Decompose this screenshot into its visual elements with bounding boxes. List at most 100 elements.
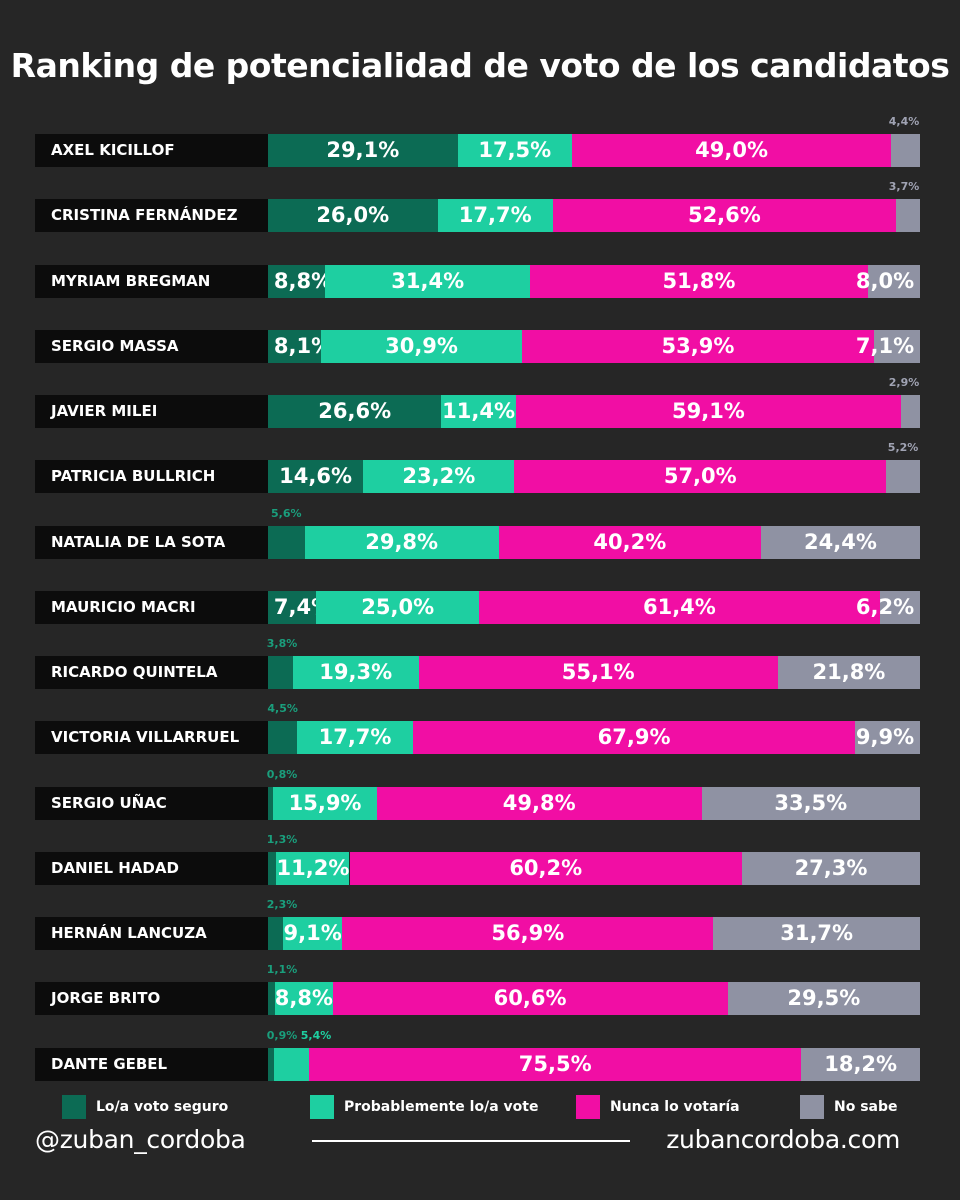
bar-segment-probablemente xyxy=(441,395,516,428)
candidate-name: JORGE BRITO xyxy=(35,982,268,1016)
stacked-bar: 0,9% 5,4% 75,5% 18,2% xyxy=(267,1029,920,1081)
chart-row: JORGE BRITO 1,1% 8,8% 60,6% 29,5% xyxy=(0,963,960,1016)
footer-divider xyxy=(312,1140,630,1142)
small-value-label: 2,3% xyxy=(266,898,298,911)
segment-value-label: 17,7% xyxy=(458,203,532,228)
bar-segment-probablemente xyxy=(320,329,523,363)
candidate-name: RICARDO QUINTELA xyxy=(35,656,268,689)
segment-value-label: 18,2% xyxy=(824,1051,898,1076)
legend-swatch xyxy=(62,1095,86,1119)
segment-value-label: 25,0% xyxy=(361,594,435,619)
small-value-label: 5,6% xyxy=(270,506,302,520)
stacked-bar: 7,4% 25,0% 61,4% 6,2% xyxy=(268,590,920,624)
legend-label: Nunca lo votaría xyxy=(610,1099,740,1115)
bar-segment-nunca xyxy=(309,1047,802,1081)
legend-swatch xyxy=(310,1095,334,1119)
segment-value-label: 29,1% xyxy=(326,138,400,162)
small-value-label: 3,8% xyxy=(266,637,298,650)
legend-swatch xyxy=(800,1095,824,1119)
bar-segment-voto-seguro xyxy=(268,851,277,885)
chart-legend: Lo/a voto seguro Probablemente lo/a vote N… xyxy=(0,1094,960,1120)
legend-label: Probablemente lo/a vote xyxy=(344,1099,539,1115)
segment-value-label: 6,2% xyxy=(855,594,915,619)
bar-segment-probablemente xyxy=(292,656,419,689)
stacked-bar: 26,6% 11,4% 59,1% 2,9% xyxy=(268,376,920,428)
bar-segment-voto-seguro xyxy=(268,721,298,755)
candidate-name: SERGIO UÑAC xyxy=(35,786,268,820)
bar-segment-voto-seguro xyxy=(268,395,442,428)
small-value-label: 1,3% xyxy=(266,832,298,846)
small-value-label: 3,7% xyxy=(888,180,920,194)
bar-segment-no-sabe xyxy=(886,460,920,494)
segment-value-label: 9,1% xyxy=(283,921,342,945)
bar-segment-no-sabe xyxy=(713,917,920,950)
chart-row: DANTE GEBEL 0,9% 5,4% 75,5% 18,2% xyxy=(0,1029,960,1081)
bar-segment-no-sabe xyxy=(760,525,920,559)
segment-value-label: 60,2% xyxy=(509,855,583,880)
bar-segment-nunca xyxy=(332,982,728,1016)
candidate-name: MYRIAM BREGMAN xyxy=(35,264,268,298)
bar-segment-voto-seguro xyxy=(268,329,321,363)
social-handle: @zuban_cordoba xyxy=(35,1125,246,1154)
bar-segment-probablemente xyxy=(282,917,343,950)
bar-segment-probablemente xyxy=(304,525,499,559)
segment-value-label: 49,0% xyxy=(695,138,768,162)
legend-label: Lo/a voto seguro xyxy=(96,1099,229,1115)
segment-value-label: 9,9% xyxy=(855,725,915,750)
bar-segment-probablemente xyxy=(273,1047,310,1081)
candidate-name: DANIEL HADAD xyxy=(35,851,268,885)
segment-value-label: 8,0% xyxy=(855,268,915,293)
bar-segment-no-sabe xyxy=(895,199,920,233)
stacked-bar: 4,5% 17,7% 67,9% 9,9% xyxy=(267,702,920,755)
bar-segment-voto-seguro xyxy=(268,525,305,559)
stacked-bar: 1,3% 11,2% 60,2% 27,3% xyxy=(267,833,920,885)
chart-row: SERGIO UÑAC 0,8% 15,9% 49,8% 33,5% xyxy=(0,768,960,820)
segment-value-label: 29,8% xyxy=(365,529,439,554)
small-value-label: 1,1% xyxy=(266,963,298,977)
segment-value-label: 14,6% xyxy=(279,464,353,489)
candidate-name: JAVIER MILEI xyxy=(35,395,268,428)
segment-value-label: 7,1% xyxy=(855,333,915,358)
bar-segment-probablemente xyxy=(363,460,515,494)
segment-value-label: 55,1% xyxy=(561,660,635,684)
segment-value-label: 11,4% xyxy=(442,399,516,423)
stacked-bar: 8,8% 31,4% 51,8% 8,0% xyxy=(268,264,920,298)
segment-value-label: 31,4% xyxy=(391,268,465,293)
small-value-label: 2,9% xyxy=(888,376,920,389)
bar-segment-nunca xyxy=(514,460,887,494)
bar-segment-nunca xyxy=(349,851,742,885)
chart-row: AXEL KICILLOF 29,1% 17,5% 49,0% 4,4% xyxy=(0,115,960,167)
bar-segment-no-sabe xyxy=(891,134,920,167)
segment-value-label: 30,9% xyxy=(385,333,458,358)
stacked-bar: 8,1% 30,9% 53,9% 7,1% xyxy=(268,329,920,363)
website-text: zubancordoba.com xyxy=(666,1125,900,1154)
bar-segment-nunca xyxy=(522,329,874,363)
bar-segment-no-sabe xyxy=(879,590,920,624)
legend-label: No sabe xyxy=(834,1099,898,1115)
segment-value-label: 8,8% xyxy=(274,986,333,1011)
segment-value-label: 26,0% xyxy=(316,203,390,228)
bar-segment-voto-seguro xyxy=(268,656,293,689)
segment-value-label: 11,2% xyxy=(276,855,350,880)
segment-value-label: 57,0% xyxy=(663,464,737,489)
bar-segment-nunca xyxy=(376,786,702,820)
segment-value-label: 21,8% xyxy=(812,660,886,684)
small-value-label: 4,5% xyxy=(267,702,298,716)
bar-segment-nunca xyxy=(412,721,856,755)
segment-value-label: 15,9% xyxy=(288,790,362,815)
stacked-bar: 3,8% 19,3% 55,1% 21,8% xyxy=(267,637,920,689)
small-value-label: 0,8% xyxy=(266,767,298,781)
segment-value-label: 33,5% xyxy=(774,790,848,815)
small-value-label: 5,4% xyxy=(300,1028,332,1042)
stacked-bar: 2,3% 9,1% 56,9% 31,7% xyxy=(267,898,920,950)
bar-segment-no-sabe xyxy=(727,982,920,1016)
chart-row: CRISTINA FERNÁNDEZ 26,0% 17,7% 52,6% 3,7% xyxy=(0,180,960,233)
segment-value-label: 61,4% xyxy=(642,594,716,619)
bar-segment-no-sabe xyxy=(867,264,920,298)
chart-row: HERNÁN LANCUZA 2,3% 9,1% 56,9% 31,7% xyxy=(0,898,960,950)
bar-segment-voto-seguro xyxy=(268,1047,274,1081)
legend-swatch xyxy=(576,1095,600,1119)
bar-segment-voto-seguro xyxy=(268,917,283,950)
segment-value-label: 67,9% xyxy=(597,725,671,750)
footer: @zuban_cordoba zubancordoba.com xyxy=(0,1122,960,1162)
